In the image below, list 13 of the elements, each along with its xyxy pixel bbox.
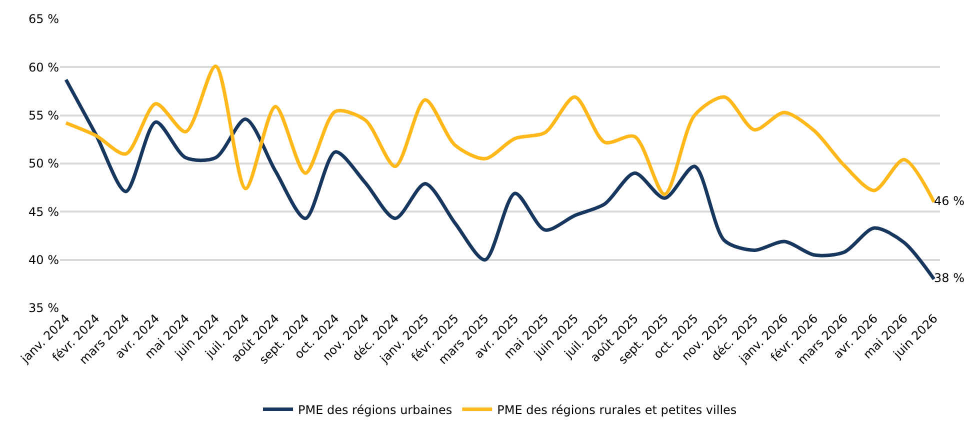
line-series [64, 78, 936, 281]
data-label: 38 % [934, 271, 965, 286]
data-label: 46 % [934, 194, 965, 208]
y-tick-label: 45 % [28, 204, 59, 219]
y-tick-label: 65 % [28, 12, 59, 26]
line-series [64, 64, 936, 204]
y-tick-label: 35 % [28, 301, 59, 316]
y-tick-label: 40 % [28, 253, 59, 268]
y-tick-label: 60 % [28, 60, 59, 74]
y-tick-label: 55 % [28, 108, 59, 123]
y-tick-label: 50 % [28, 156, 59, 171]
legend-label: PME des régions urbaines [298, 402, 452, 417]
legend-label: PME des régions rurales et petites villes [497, 402, 737, 417]
